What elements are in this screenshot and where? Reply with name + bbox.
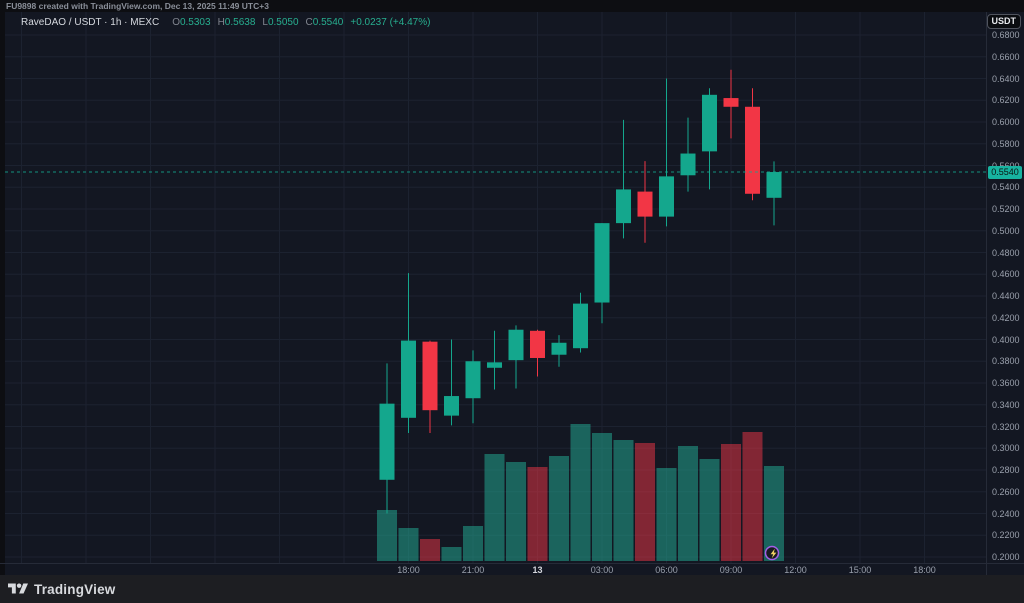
price-axis-label: 0.6600 bbox=[992, 51, 1020, 62]
time-axis-label: 03:00 bbox=[590, 565, 614, 575]
candle-body bbox=[465, 361, 481, 399]
time-axis-label: 18:00 bbox=[913, 565, 936, 575]
candlestick-chart-canvas[interactable] bbox=[0, 12, 1024, 563]
chart-area: RaveDAO / USDT · 1h · MEXC O0.5303 H0.5638… bbox=[0, 12, 1024, 575]
time-axis-label: 09:00 bbox=[719, 565, 743, 575]
candle-body bbox=[766, 172, 782, 198]
time-axis-label: 06:00 bbox=[655, 565, 678, 575]
price-axis-label: 0.2600 bbox=[992, 486, 1020, 497]
brand-name: TradingView bbox=[34, 581, 116, 597]
price-axis-label: 0.5000 bbox=[992, 225, 1020, 236]
candle-body bbox=[745, 106, 760, 194]
candle-body bbox=[594, 223, 610, 303]
candle-body bbox=[659, 176, 674, 217]
tradingview-link[interactable]: TradingView bbox=[8, 581, 115, 597]
candle-body bbox=[637, 191, 653, 217]
attribution-bar: FU9898 created with TradingView.com, Dec… bbox=[0, 0, 1024, 12]
volume-bar bbox=[635, 443, 655, 561]
pane-left-strip bbox=[0, 12, 5, 575]
ohlc-close-label: C bbox=[305, 17, 313, 28]
candle-body bbox=[616, 189, 631, 224]
price-axis-label: 0.6800 bbox=[992, 30, 1020, 40]
volume-bar bbox=[721, 444, 741, 561]
price-axis-label: 0.6200 bbox=[992, 95, 1020, 106]
price-axis-label: 0.3000 bbox=[992, 443, 1020, 454]
price-axis-label: 0.5800 bbox=[992, 138, 1020, 149]
price-axis-label: 0.4600 bbox=[992, 269, 1020, 280]
candle-body bbox=[573, 303, 588, 349]
ohlc-low-value: 0.5050 bbox=[267, 17, 299, 28]
price-axis-label: 0.3400 bbox=[992, 399, 1020, 410]
price-axis-label: 0.2200 bbox=[992, 530, 1020, 541]
price-axis-label: 0.4800 bbox=[992, 247, 1020, 258]
time-axis[interactable]: 18:00 21:00 13 03:00 06:00 09:00 12:00 15:00 18:… bbox=[0, 563, 1024, 575]
price-change: +0.0237 (+4.47%) bbox=[350, 17, 431, 28]
last-price-tag: 0.5540 bbox=[988, 166, 1022, 180]
price-axis-label: 0.6000 bbox=[992, 117, 1020, 127]
candle-body bbox=[530, 330, 545, 358]
symbol-legend: RaveDAO / USDT · 1h · MEXC O0.5303 H0.5638… bbox=[21, 17, 430, 28]
volume-bar bbox=[656, 468, 677, 561]
candle-body bbox=[508, 329, 524, 361]
time-axis-label: 21:00 bbox=[461, 565, 485, 575]
volume-bar bbox=[398, 528, 419, 561]
ohlc-open-label: O bbox=[172, 17, 180, 28]
ohlc-open-value: 0.5303 bbox=[179, 17, 211, 28]
volume-bar bbox=[506, 462, 526, 561]
ohlc-low-label: L bbox=[262, 17, 268, 28]
price-axis-label: 0.4000 bbox=[992, 334, 1020, 345]
price-axis-label: 0.3600 bbox=[992, 378, 1020, 388]
time-axis-label: 18:00 bbox=[397, 565, 420, 575]
ohlc-high-label: H bbox=[217, 17, 225, 28]
time-axis-label: 12:00 bbox=[784, 565, 807, 575]
candle-body bbox=[422, 341, 438, 411]
volume-bar bbox=[764, 466, 784, 561]
price-axis-label: 0.3800 bbox=[992, 356, 1020, 367]
volume-bar bbox=[613, 440, 634, 561]
volume-bar bbox=[699, 459, 720, 561]
attribution-text: FU9898 created with TradingView.com, Dec… bbox=[6, 1, 269, 11]
volume-bar bbox=[570, 424, 591, 561]
volume-bar bbox=[484, 454, 505, 561]
volume-bar bbox=[527, 467, 548, 561]
candle-body bbox=[702, 94, 717, 152]
symbol-title[interactable]: RaveDAO / USDT · 1h · MEXC bbox=[21, 17, 160, 28]
price-axis-label: 0.2800 bbox=[992, 465, 1020, 475]
price-axis-label: 0.5400 bbox=[992, 182, 1020, 193]
candle-body bbox=[680, 153, 696, 176]
price-axis-label: 0.2000 bbox=[992, 552, 1020, 562]
price-axis-label: 0.5600 bbox=[992, 161, 1020, 171]
volume-bar bbox=[678, 446, 698, 561]
candle-body bbox=[723, 98, 739, 107]
lightning-bolt-icon bbox=[770, 548, 777, 559]
volume-bar bbox=[377, 510, 397, 561]
candle-body bbox=[551, 342, 567, 355]
volume-bar bbox=[463, 526, 483, 561]
price-axis-label: 0.6400 bbox=[992, 73, 1020, 84]
volume-bar bbox=[420, 539, 440, 561]
price-axis-label: 0.5200 bbox=[992, 204, 1020, 214]
price-axis-label: 0.2400 bbox=[992, 508, 1020, 519]
candle-body bbox=[379, 403, 395, 480]
footer-bar: TradingView bbox=[0, 575, 1024, 603]
price-axis-label: 0.3200 bbox=[992, 421, 1020, 432]
price-axis-label: 0.4400 bbox=[992, 291, 1020, 301]
price-axis-label: 0.4200 bbox=[992, 312, 1020, 323]
candle-body bbox=[487, 362, 502, 368]
candle-body bbox=[401, 340, 416, 418]
candle-body bbox=[444, 396, 459, 416]
time-axis-label: 13 bbox=[532, 565, 543, 575]
ohlc-high-value: 0.5638 bbox=[224, 17, 256, 28]
volume-bar bbox=[549, 456, 569, 561]
ohlc-close-value: 0.5540 bbox=[312, 17, 344, 28]
volume-bar bbox=[592, 433, 612, 561]
tradingview-logo-icon bbox=[8, 583, 28, 594]
volume-bar bbox=[742, 432, 763, 561]
time-axis-label: 15:00 bbox=[848, 565, 872, 575]
currency-toggle-button[interactable]: USDT bbox=[986, 14, 1021, 29]
volume-bar bbox=[441, 547, 462, 561]
price-axis[interactable]: USDT 0.5540 0.6800 0.6600 0.6400 0.6200 0.60… bbox=[986, 12, 1024, 575]
